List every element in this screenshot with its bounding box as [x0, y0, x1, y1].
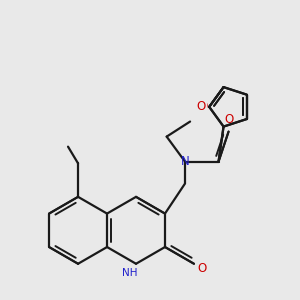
Text: O: O: [197, 262, 207, 275]
Text: O: O: [199, 100, 208, 113]
Text: O: O: [196, 100, 206, 113]
Text: O: O: [224, 113, 233, 126]
Text: NH: NH: [122, 268, 138, 278]
Text: N: N: [181, 155, 189, 168]
